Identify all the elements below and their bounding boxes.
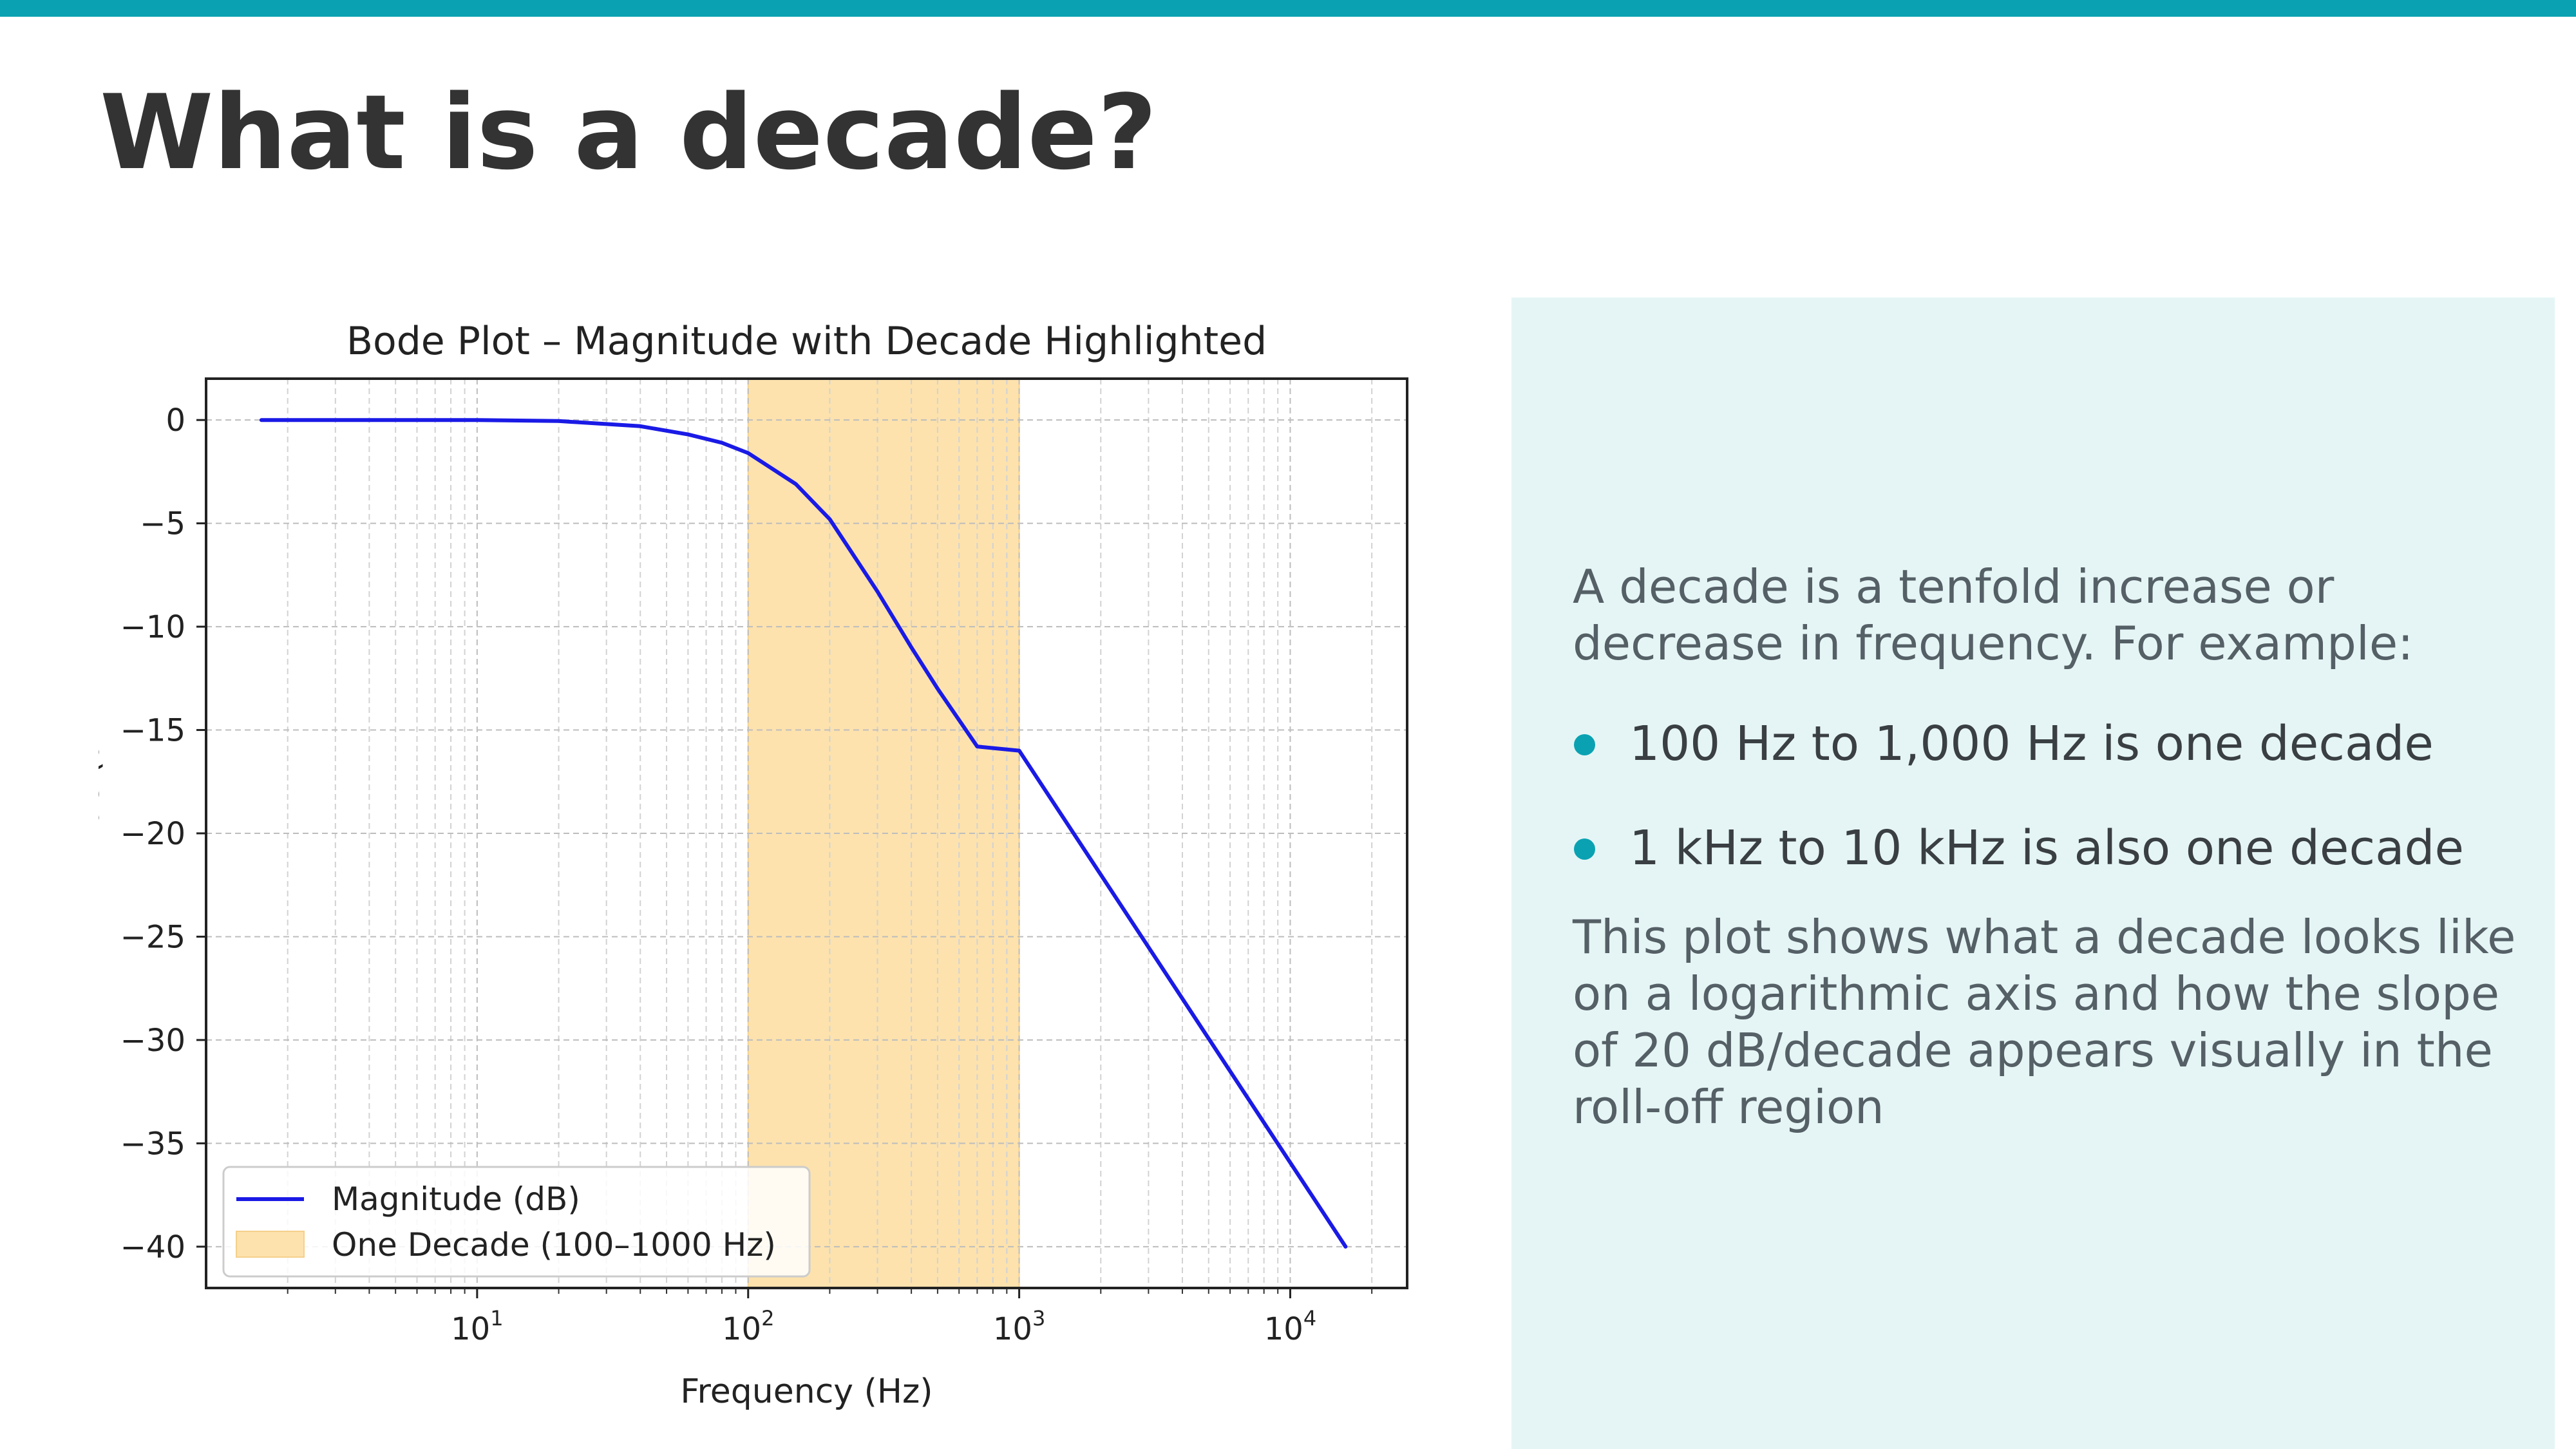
info-text: A decade is a tenfold increase or decrea… — [1573, 558, 2539, 1135]
x-tick-base: 10 — [993, 1311, 1032, 1347]
x-tick-exponent: 2 — [761, 1306, 774, 1331]
x-tick-label: 103 — [993, 1306, 1045, 1347]
magnitude-series-line — [259, 418, 1348, 1249]
top-accent-bar — [0, 0, 2576, 17]
bullet-item: 100 Hz to 1,000 Hz is one decade — [1573, 714, 2539, 773]
y-tick-label: 0 — [166, 402, 185, 439]
slide-title: What is a decade? — [100, 72, 1157, 193]
bullet-dot-icon — [1574, 838, 1595, 860]
bullet-text: 100 Hz to 1,000 Hz is one decade — [1629, 716, 2434, 772]
x-tick-base: 10 — [1264, 1311, 1303, 1347]
chart-legend — [222, 1166, 811, 1278]
bullet-text: 1 kHz to 10 kHz is also one decade — [1629, 820, 2464, 876]
y-tick-label: −15 — [120, 713, 185, 749]
legend-entry-decade: One Decade (100–1000 Hz) — [332, 1226, 776, 1264]
chart-title: Bode Plot – Magnitude with Decade Highli… — [346, 319, 1267, 364]
x-tick-base: 10 — [451, 1311, 490, 1347]
x-tick-exponent: 1 — [490, 1306, 503, 1331]
y-axis-label: Magnitude (dB) — [68, 704, 107, 962]
x-tick-label: 102 — [722, 1306, 774, 1347]
y-tick-label: −30 — [120, 1023, 185, 1059]
bullet-dot-icon — [1574, 734, 1595, 755]
y-tick-label: −35 — [120, 1126, 185, 1162]
x-tick-exponent: 4 — [1303, 1306, 1316, 1331]
info-panel: A decade is a tenfold increase or decrea… — [1511, 298, 2555, 1449]
y-tick-label: −25 — [120, 919, 185, 955]
conclusion-paragraph: This plot shows what a decade looks like… — [1573, 910, 2516, 1134]
y-tick-label: −20 — [120, 816, 185, 852]
x-tick-label: 104 — [1264, 1306, 1316, 1347]
legend-entry-magnitude: Magnitude (dB) — [332, 1180, 580, 1218]
legend-swatch-band — [236, 1231, 305, 1258]
x-axis-label: Frequency (Hz) — [680, 1372, 933, 1411]
y-tick-label: −40 — [120, 1229, 185, 1265]
x-tick-label: 101 — [451, 1306, 503, 1347]
intro-paragraph: A decade is a tenfold increase or decrea… — [1573, 560, 2414, 670]
y-tick-label: −5 — [140, 506, 185, 542]
bullet-item: 1 kHz to 10 kHz is also one decade — [1573, 819, 2539, 878]
x-tick-exponent: 3 — [1032, 1306, 1045, 1331]
y-tick-label: −10 — [120, 609, 185, 645]
x-tick-base: 10 — [722, 1311, 761, 1347]
example-bullet-list: 100 Hz to 1,000 Hz is one decade 1 kHz t… — [1573, 714, 2539, 878]
